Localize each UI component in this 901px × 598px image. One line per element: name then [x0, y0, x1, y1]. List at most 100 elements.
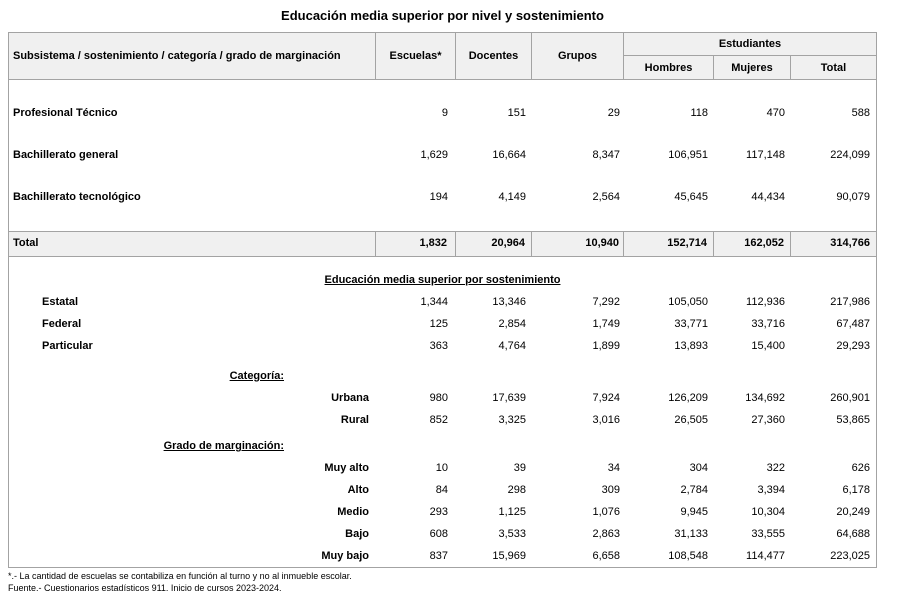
- cell-hombres: 13,893: [674, 340, 708, 352]
- table-row: Estatal 1,344 13,346 7,292 105,050 112,9…: [9, 291, 876, 313]
- cell-docentes: 39: [513, 462, 526, 474]
- cell-grupos: 3,016: [592, 414, 620, 426]
- row-label: Muy alto: [324, 462, 369, 474]
- row-label: Urbana: [331, 392, 369, 404]
- cell-escuelas: 837: [429, 550, 448, 562]
- table-row: Rural 852 3,325 3,016 26,505 27,360 53,8…: [9, 409, 876, 431]
- category-heading: Categoría:: [9, 365, 376, 387]
- cell-hombres: 33,771: [674, 318, 708, 330]
- row-label: Muy bajo: [321, 550, 369, 562]
- estudiantes-subheaders: Hombres Mujeres Total: [624, 56, 876, 79]
- cell-hombres: 45,645: [674, 191, 708, 203]
- cell-mujeres: 44,434: [751, 191, 785, 203]
- cell-hombres: 106,951: [668, 149, 708, 161]
- cell-hombres: 105,050: [668, 296, 708, 308]
- cell-total: 67,487: [836, 318, 870, 330]
- cell-total: 223,025: [830, 550, 870, 562]
- table-row: Muy bajo 837 15,969 6,658 108,548 114,47…: [9, 545, 876, 567]
- table-row: Profesional Técnico 9 151 29 118 470 588: [9, 92, 876, 134]
- table-row: Bajo 608 3,533 2,863 31,133 33,555 64,68…: [9, 523, 876, 545]
- cell-docentes: 2,854: [498, 318, 526, 330]
- cell-grupos: 8,347: [592, 149, 620, 161]
- cell-grupos: 34: [607, 462, 620, 474]
- table-row: Urbana 980 17,639 7,924 126,209 134,692 …: [9, 387, 876, 409]
- cell-total: 588: [851, 107, 870, 119]
- cell-docentes: 15,969: [492, 550, 526, 562]
- levels-section: Profesional Técnico 9 151 29 118 470 588…: [9, 80, 876, 231]
- breakdown-section: Educación media superior por sostenimien…: [9, 269, 876, 567]
- row-label: Medio: [337, 506, 369, 518]
- cell-total: 6,178: [842, 484, 870, 496]
- cell-total: 90,079: [836, 191, 870, 203]
- cell-total: 217,986: [830, 296, 870, 308]
- col-header-mujeres: Mujeres: [714, 56, 791, 79]
- table-row: Bachillerato general 1,629 16,664 8,347 …: [9, 134, 876, 176]
- cell-docentes: 151: [507, 107, 526, 119]
- sustainment-heading-label: Educación media superior por sostenimien…: [324, 274, 561, 286]
- cell-escuelas: 1,832: [376, 232, 456, 256]
- row-label: Bachillerato general: [13, 149, 119, 161]
- cell-mujeres: 117,148: [746, 149, 785, 161]
- cell-grupos: 10,940: [532, 232, 624, 256]
- cell-total: 314,766: [830, 237, 870, 249]
- cell-grupos: 309: [601, 484, 620, 496]
- cell-grupos: 1,076: [592, 506, 620, 518]
- cell-mujeres: 33,555: [751, 528, 785, 540]
- cell-escuelas: 293: [429, 506, 448, 518]
- cell-mujeres: 3,394: [757, 484, 785, 496]
- cell-docentes: 3,325: [498, 414, 526, 426]
- row-label: Bachillerato tecnológico: [13, 191, 141, 203]
- marginalization-heading-label: Grado de marginación:: [163, 440, 284, 452]
- cell-grupos: 2,863: [592, 528, 620, 540]
- row-label: Particular: [42, 340, 93, 352]
- cell-docentes: 20,964: [456, 232, 532, 256]
- row-label: Total: [9, 232, 376, 256]
- cell-mujeres: 162,052: [714, 232, 791, 256]
- category-heading-label: Categoría:: [229, 370, 284, 382]
- cell-mujeres: 33,716: [751, 318, 785, 330]
- cell-total: 53,865: [836, 414, 870, 426]
- cell-total: 20,249: [836, 506, 870, 518]
- cell-mujeres: 114,477: [746, 550, 785, 562]
- table-row: Medio 293 1,125 1,076 9,945 10,304 20,24…: [9, 501, 876, 523]
- cell-docentes: 4,764: [498, 340, 526, 352]
- cell-hombres: 26,505: [674, 414, 708, 426]
- cell-total: 626: [851, 462, 870, 474]
- cell-docentes: 1,125: [498, 506, 526, 518]
- cell-docentes: 17,639: [492, 392, 526, 404]
- cell-grupos: 1,749: [592, 318, 620, 330]
- cell-grupos: 29: [607, 107, 620, 119]
- cell-mujeres: 10,304: [751, 506, 785, 518]
- row-label: Bajo: [345, 528, 369, 540]
- cell-docentes: 16,664: [492, 149, 526, 161]
- cell-docentes: 13,346: [492, 296, 526, 308]
- col-header-subsistema: Subsistema / sostenimiento / categoría /…: [9, 33, 376, 79]
- footnotes: *.- La cantidad de escuelas se contabili…: [8, 570, 901, 594]
- col-header-hombres: Hombres: [624, 56, 714, 79]
- marginalization-heading: Grado de marginación:: [9, 435, 376, 457]
- cell-hombres: 2,784: [680, 484, 708, 496]
- cell-total: 224,099: [830, 149, 870, 161]
- cell-escuelas: 84: [435, 484, 448, 496]
- row-label: Federal: [42, 318, 82, 330]
- cell-escuelas: 194: [429, 191, 448, 203]
- cell-escuelas: 9: [441, 107, 448, 119]
- cell-escuelas: 363: [429, 340, 448, 352]
- cell-total: 260,901: [830, 392, 870, 404]
- cell-escuelas: 608: [429, 528, 448, 540]
- sustainment-heading: Educación media superior por sostenimien…: [9, 269, 876, 291]
- cell-hombres: 152,714: [624, 232, 714, 256]
- cell-escuelas: 10: [435, 462, 448, 474]
- cell-escuelas: 1,629: [420, 149, 448, 161]
- cell-total: 64,688: [836, 528, 870, 540]
- cell-escuelas: 1,344: [420, 296, 448, 308]
- cell-docentes: 4,149: [498, 191, 526, 203]
- cell-mujeres: 112,936: [746, 296, 785, 308]
- statistics-table: Subsistema / sostenimiento / categoría /…: [8, 32, 877, 568]
- col-header-grupos: Grupos: [532, 33, 624, 79]
- cell-grupos: 2,564: [592, 191, 620, 203]
- footnote-schools: *.- La cantidad de escuelas se contabili…: [8, 571, 352, 581]
- cell-docentes: 298: [507, 484, 526, 496]
- cell-grupos: 1,899: [592, 340, 620, 352]
- cell-mujeres: 134,692: [745, 392, 785, 404]
